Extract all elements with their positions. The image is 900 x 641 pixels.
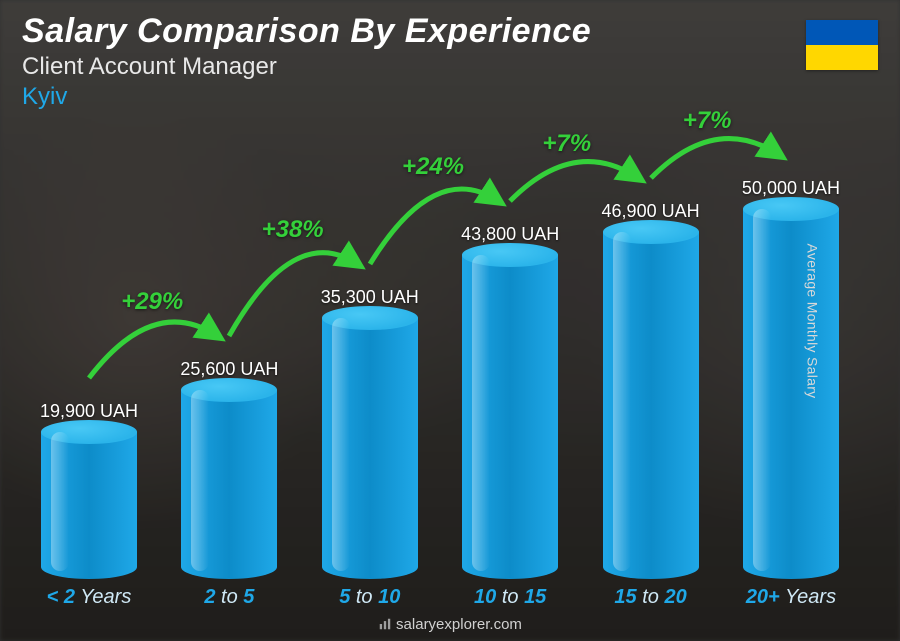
- bar-chart-icon: [378, 617, 392, 631]
- bar-value-label: 25,600 UAH: [180, 359, 278, 380]
- bar-slot: 19,900 UAH: [30, 401, 148, 579]
- chart-title: Salary Comparison By Experience: [22, 12, 591, 51]
- bar-highlight: [191, 390, 209, 571]
- bar-value-label: 35,300 UAH: [321, 287, 419, 308]
- header: Salary Comparison By Experience Client A…: [22, 12, 591, 111]
- bar-slot: 50,000 UAH: [732, 178, 850, 579]
- bar: [41, 432, 137, 579]
- bar-highlight: [51, 432, 69, 571]
- bar-value-label: 46,900 UAH: [602, 201, 700, 222]
- ukraine-flag-icon: [806, 20, 878, 70]
- bar-slot: 35,300 UAH: [311, 287, 429, 579]
- bar-chart: 19,900 UAH 25,600 UAH 35,300 UAH 43,800 UAH…: [30, 119, 850, 579]
- x-tick-label: < 2 Years: [30, 586, 148, 609]
- growth-percent-label: +7%: [683, 107, 732, 135]
- footer-watermark: salaryexplorer.com: [0, 616, 900, 633]
- chart-subtitle: Client Account Manager: [22, 53, 591, 81]
- bar-highlight: [332, 318, 350, 571]
- bar-value-label: 19,900 UAH: [40, 401, 138, 422]
- x-tick-label: 10 to 15: [451, 586, 569, 609]
- bar: [743, 209, 839, 579]
- bar: [603, 232, 699, 579]
- chart-location: Kyiv: [22, 83, 591, 111]
- x-axis: < 2 Years 2 to 5 5 to 10 10 to 15 15 to 20 20…: [30, 586, 850, 609]
- bar: [181, 390, 277, 579]
- growth-percent-label: +29%: [121, 288, 183, 316]
- x-tick-label: 5 to 10: [311, 586, 429, 609]
- footer-text: salaryexplorer.com: [396, 616, 522, 633]
- flag-top-stripe: [806, 20, 878, 45]
- bar-highlight: [753, 209, 771, 571]
- bar: [462, 255, 558, 579]
- flag-bottom-stripe: [806, 45, 878, 70]
- bar-slot: 25,600 UAH: [170, 359, 288, 579]
- y-axis-label: Average Monthly Salary: [805, 243, 821, 398]
- bar-highlight: [472, 255, 490, 571]
- x-tick-label: 2 to 5: [170, 586, 288, 609]
- growth-percent-label: +24%: [402, 153, 464, 181]
- bar-value-label: 50,000 UAH: [742, 178, 840, 199]
- growth-percent-label: +38%: [262, 216, 324, 244]
- x-tick-label: 15 to 20: [592, 586, 710, 609]
- bar-value-label: 43,800 UAH: [461, 224, 559, 245]
- growth-percent-label: +7%: [542, 130, 591, 158]
- bar: [322, 318, 418, 579]
- bar-slot: 43,800 UAH: [451, 224, 569, 579]
- x-tick-label: 20+ Years: [732, 586, 850, 609]
- bar-highlight: [613, 232, 631, 571]
- bar-slot: 46,900 UAH: [592, 201, 710, 579]
